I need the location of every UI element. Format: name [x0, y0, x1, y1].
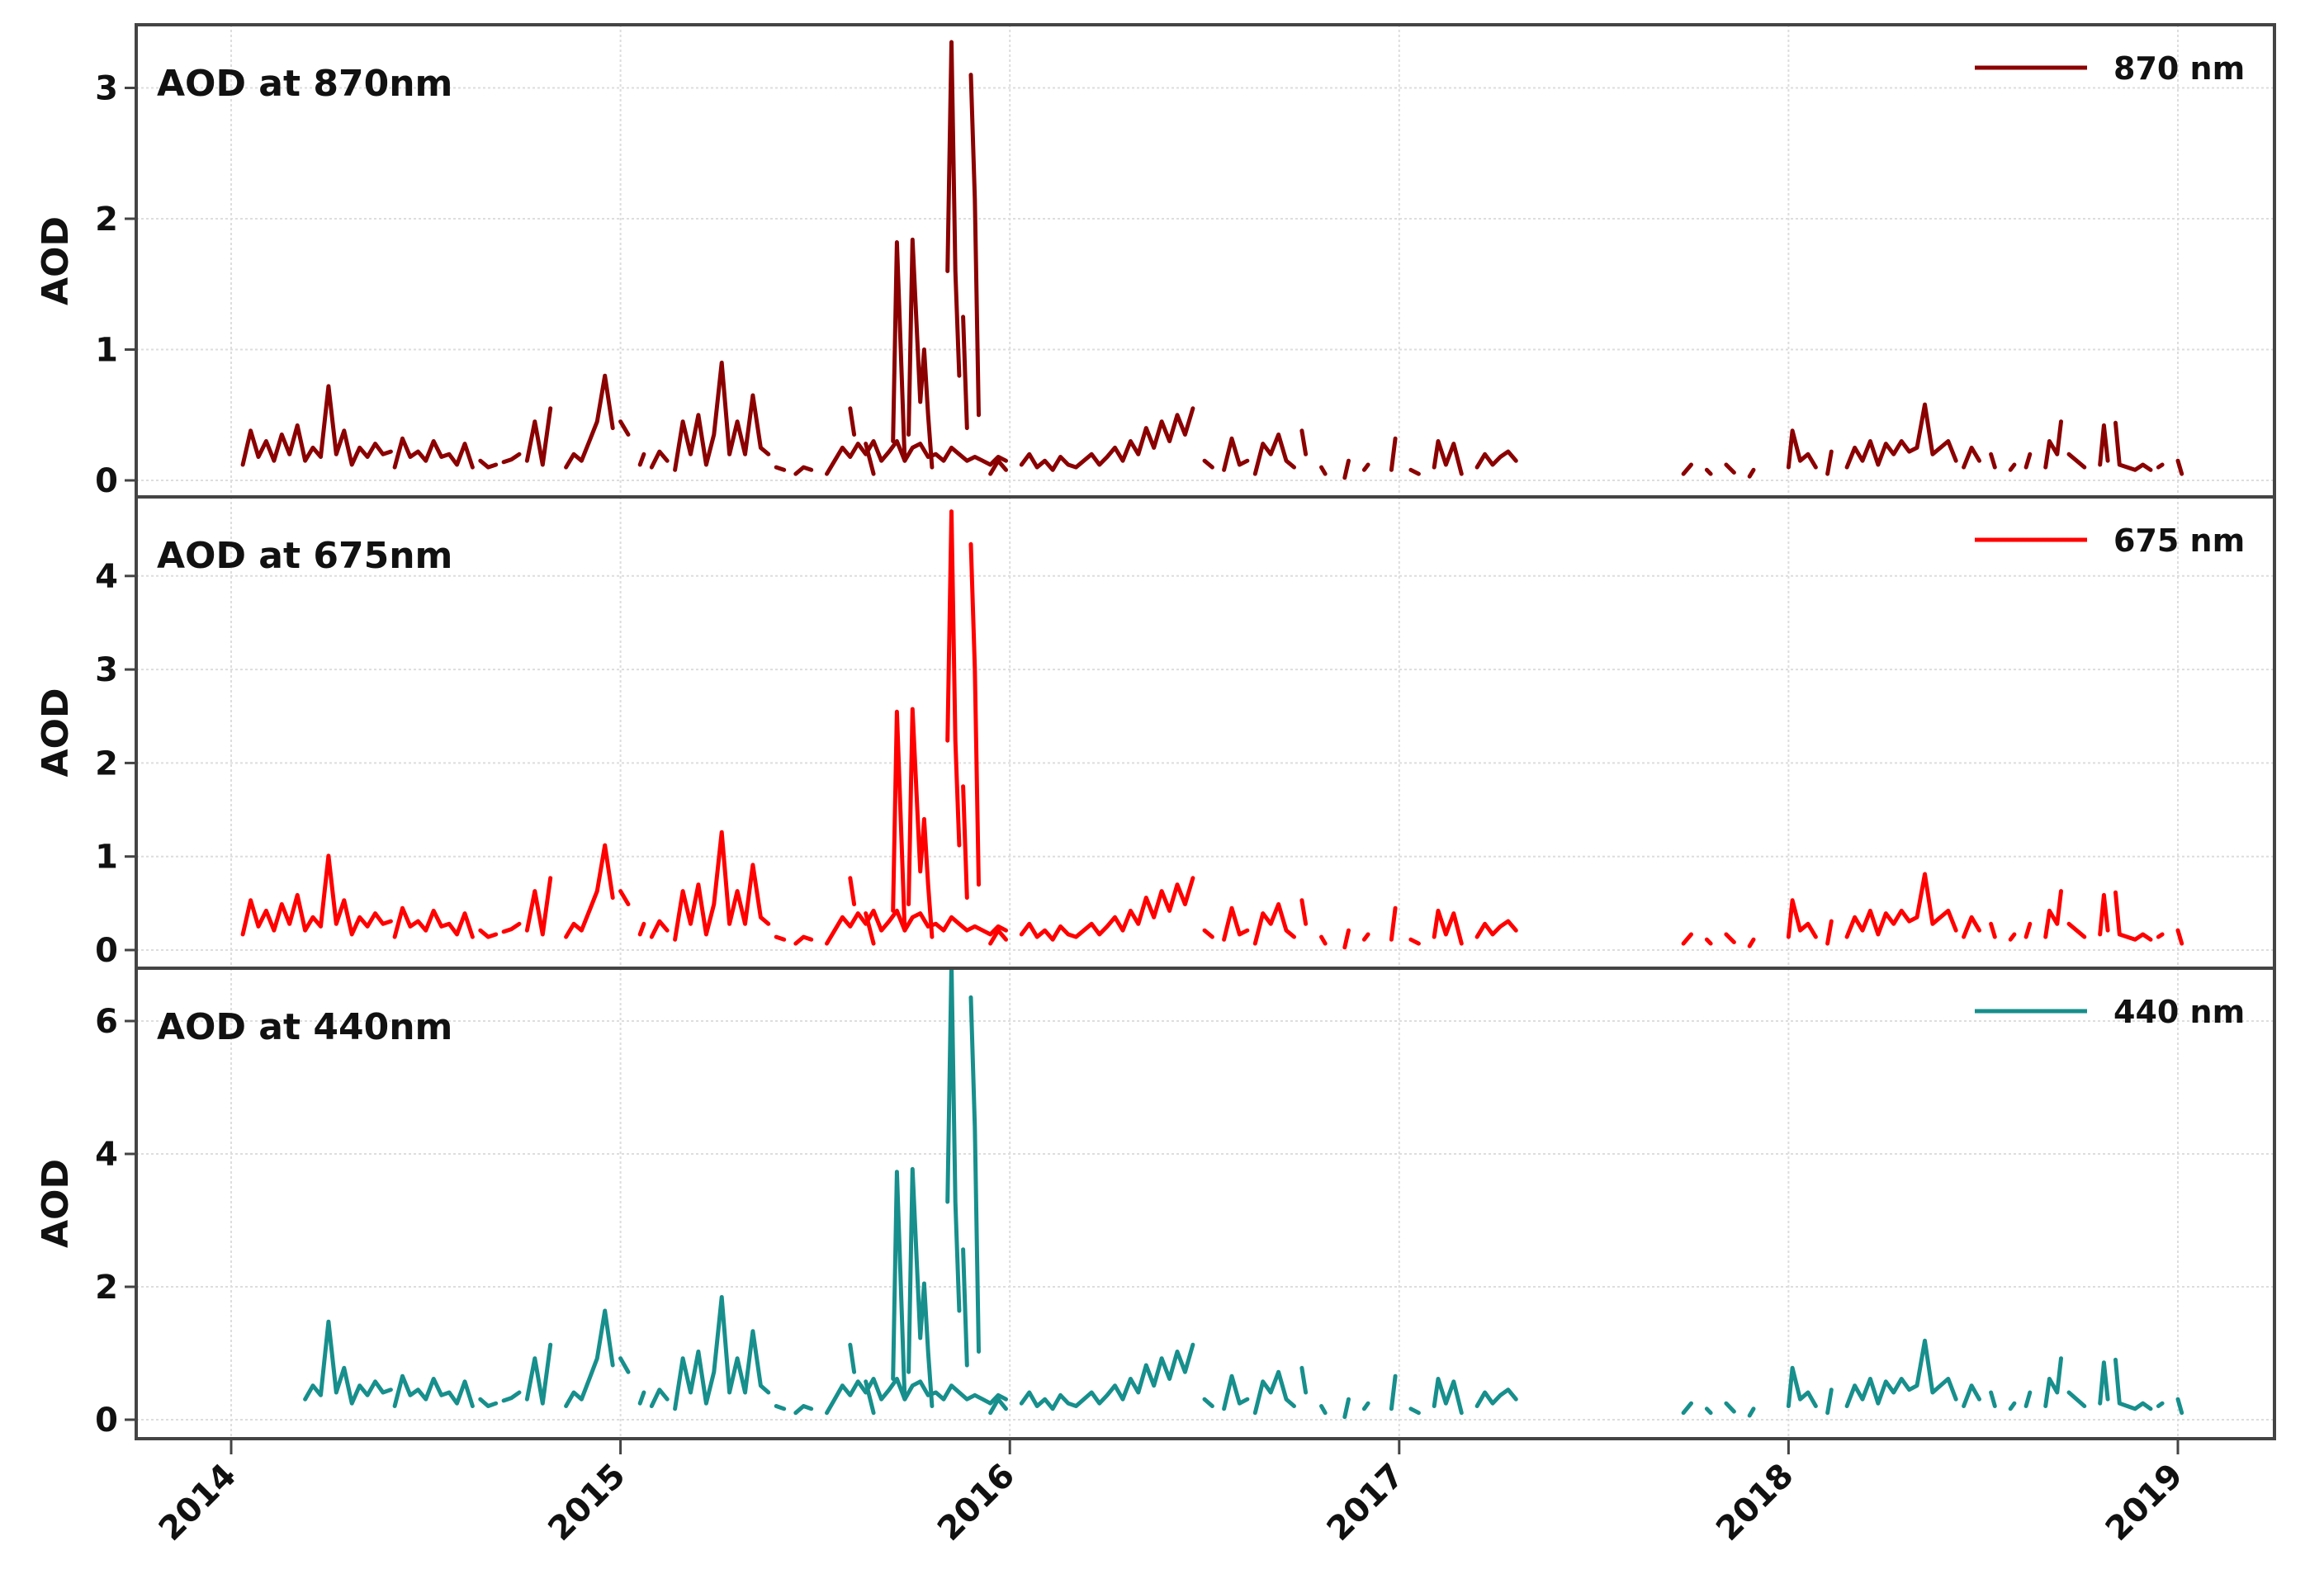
y-axis-label: AOD [35, 1159, 77, 1248]
y-tick-label: 3 [95, 70, 118, 108]
panel-870nm: 0 1 2 3 AOD at 870nm AOD 870 nm [35, 23, 2276, 500]
legend-label: 440 nm [2113, 994, 2245, 1030]
y-tick-label: 6 [95, 1003, 118, 1041]
y-tick-label: 1 [95, 839, 118, 877]
panel-title: AOD at 440nm [157, 1006, 452, 1048]
y-tick-label: 0 [95, 1402, 118, 1440]
y-tick-label: 2 [95, 1269, 118, 1307]
legend: 870 nm [1975, 50, 2245, 87]
data-series-870nm [240, 40, 2184, 480]
y-tick-label: 2 [95, 745, 118, 782]
legend: 675 nm [1975, 522, 2245, 559]
y-axis-label: AOD [35, 688, 77, 778]
axes-frame [135, 967, 2276, 1440]
y-tick-label: 4 [95, 558, 118, 596]
legend-label: 870 nm [2113, 50, 2245, 87]
y-tick-label: 0 [95, 932, 118, 970]
panel-440nm: 0 2 4 6 AOD at 440nm AOD 440 nm [35, 967, 2276, 1440]
y-tick-label: 2 [95, 201, 118, 239]
y-tick-label: 1 [95, 332, 118, 370]
data-series-440nm [303, 968, 2184, 1420]
legend: 440 nm [1975, 994, 2245, 1030]
legend-label: 675 nm [2113, 522, 2245, 559]
panel-title: AOD at 675nm [157, 535, 452, 577]
y-tick-label: 4 [95, 1136, 118, 1174]
y-tick-label: 3 [95, 651, 118, 689]
panel-title: AOD at 870nm [157, 63, 452, 105]
y-tick-label: 0 [95, 462, 118, 500]
y-axis-label: AOD [35, 216, 77, 305]
data-series-675nm [240, 509, 2184, 950]
